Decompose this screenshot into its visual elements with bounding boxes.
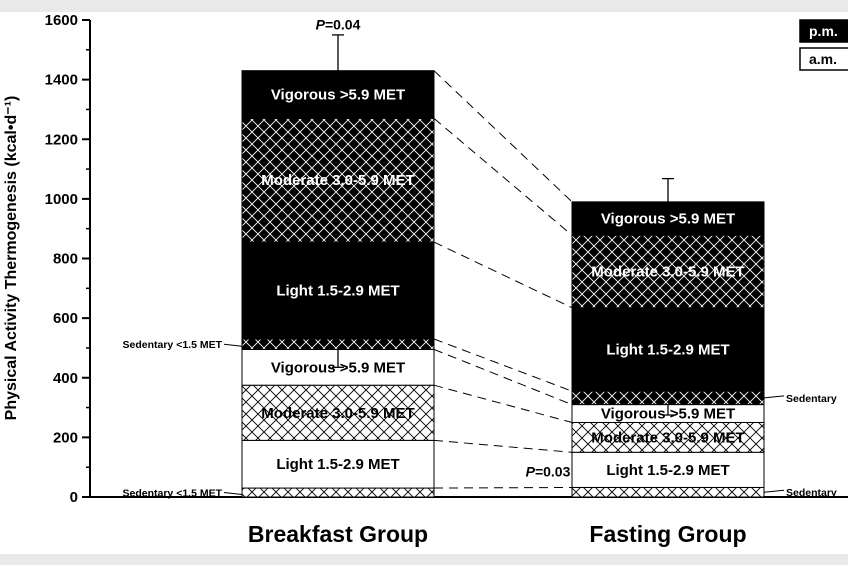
p-value-annotation: P=0.03 bbox=[526, 464, 571, 480]
error-bars bbox=[332, 34, 674, 416]
bar-segment-sedentary bbox=[241, 487, 435, 498]
category-labels: Breakfast Group Fasting Group bbox=[248, 521, 747, 547]
dashed-connector bbox=[433, 486, 573, 489]
segment-label-moderate: Moderate 3.0-5.9 MET bbox=[591, 429, 744, 446]
connector-lines bbox=[433, 70, 573, 489]
bar-segment-vigorous bbox=[571, 201, 765, 236]
dashed-connector bbox=[433, 338, 573, 392]
y-tick-label: 800 bbox=[53, 251, 78, 268]
y-tick-label: 200 bbox=[53, 429, 78, 446]
p-value-number: =0.04 bbox=[325, 16, 361, 32]
legend-swatch bbox=[799, 19, 848, 43]
y-tick-label: 600 bbox=[53, 310, 78, 327]
dashed-connector bbox=[433, 384, 573, 423]
bar-segment-moderate bbox=[571, 421, 765, 453]
category-label: Breakfast Group bbox=[248, 521, 428, 547]
segment-label-sedentary: Sedentary bbox=[786, 487, 837, 499]
segment-label-vigorous: Vigorous >5.9 MET bbox=[601, 406, 735, 423]
sedentary-pointer bbox=[763, 395, 785, 399]
legend-entry: p.m. bbox=[809, 23, 838, 39]
dashed-connector bbox=[433, 70, 573, 203]
segment-label-vigorous: Vigorous >5.9 MET bbox=[271, 87, 405, 104]
segment-label-light: Light 1.5-2.9 MET bbox=[276, 456, 399, 473]
bars-group bbox=[241, 70, 765, 498]
dashed-connector bbox=[433, 439, 573, 453]
bar-segment-moderate bbox=[241, 384, 435, 441]
y-tick-label: 400 bbox=[53, 370, 78, 387]
category-label: Fasting Group bbox=[589, 521, 746, 547]
segment-label-light: Light 1.5-2.9 MET bbox=[606, 341, 729, 358]
y-axis: 0 200 400 600 800 1000 1200 1400 1600 bbox=[45, 12, 848, 506]
segment-label-light: Light 1.5-2.9 MET bbox=[276, 283, 399, 300]
legend-swatch bbox=[799, 47, 848, 71]
bar-segment-vigorous bbox=[241, 70, 435, 119]
p-value-number: =0.03 bbox=[535, 464, 571, 480]
bar-segment-light bbox=[571, 307, 765, 392]
y-tick-label: 1200 bbox=[45, 131, 78, 148]
y-tick-label: 1400 bbox=[45, 72, 78, 89]
sedentary-pointer bbox=[223, 492, 243, 496]
p-value-annotation: P=0.04 bbox=[316, 16, 361, 32]
segment-label-moderate: Moderate 3.0-5.9 MET bbox=[591, 263, 744, 280]
annotations: P=0.04P=0.03 bbox=[316, 16, 571, 479]
bar-segment-moderate bbox=[571, 234, 765, 309]
dashed-connector bbox=[433, 348, 573, 406]
segment-label-moderate: Moderate 3.0-5.9 MET bbox=[261, 172, 414, 189]
legend-entry: a.m. bbox=[809, 51, 837, 67]
sedentary-pointer bbox=[223, 343, 243, 347]
segment-label-moderate: Moderate 3.0-5.9 MET bbox=[261, 405, 414, 422]
y-tick-label: 1000 bbox=[45, 191, 78, 208]
bar-segment-sedentary bbox=[571, 390, 765, 406]
segment-label-light: Light 1.5-2.9 MET bbox=[606, 462, 729, 479]
segment-label-sedentary: Sedentary bbox=[786, 393, 837, 405]
bar-segment-sedentary bbox=[571, 486, 765, 498]
legend: p.m. a.m. bbox=[799, 19, 848, 71]
segment-label-vigorous: Vigorous >5.9 MET bbox=[601, 211, 735, 228]
bar-segment-light bbox=[241, 241, 435, 340]
dashed-connector bbox=[433, 117, 573, 236]
bar-segment-sedentary bbox=[241, 338, 435, 350]
y-tick-label: 1600 bbox=[45, 12, 78, 29]
y-axis-label: Physical Activity Thermogenesis (kcal•d⁻… bbox=[3, 96, 20, 421]
segment-label-vigorous: Vigorous >5.9 MET bbox=[271, 359, 405, 376]
sedentary-pointer bbox=[763, 489, 785, 493]
dashed-connector bbox=[433, 241, 573, 309]
segment-labels: Sedentary <1.5 MET Light 1.5-2.9 MET Moder… bbox=[123, 87, 837, 500]
segment-label-sedentary: Sedentary <1.5 MET bbox=[123, 488, 223, 500]
segment-label-sedentary: Sedentary <1.5 MET bbox=[123, 339, 223, 351]
bar-segment-light bbox=[571, 451, 765, 488]
p-value-symbol: P bbox=[526, 464, 536, 480]
bar-segment-light bbox=[241, 439, 435, 489]
p-value-symbol: P bbox=[316, 16, 326, 32]
y-tick-label: 0 bbox=[70, 489, 78, 506]
